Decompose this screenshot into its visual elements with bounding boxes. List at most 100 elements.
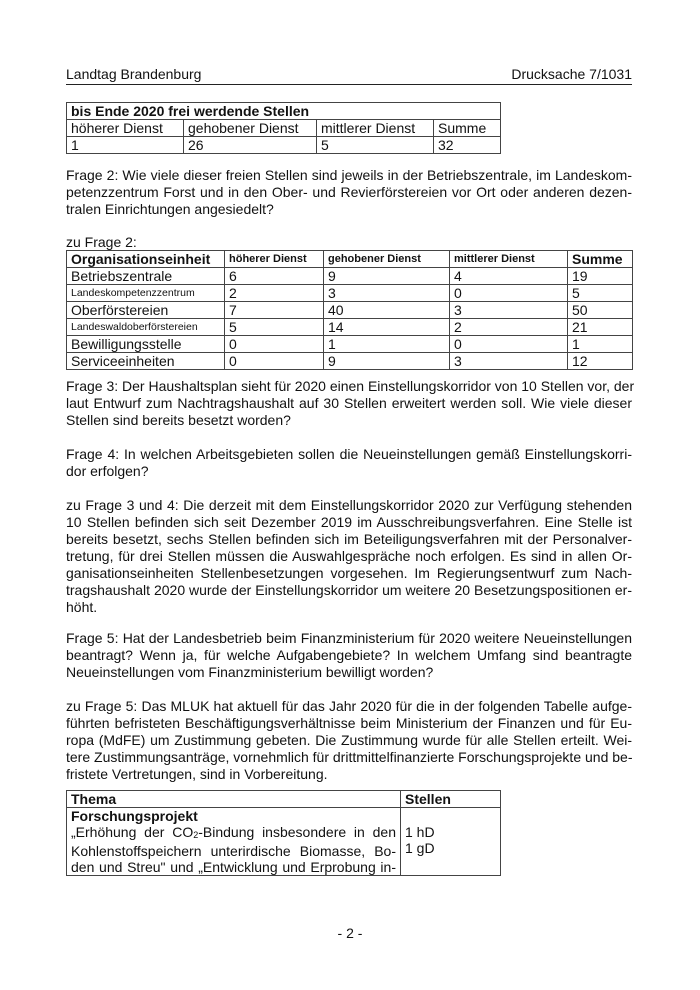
table1-header: mittlerer Dienst bbox=[316, 119, 434, 137]
table3-header: Thema bbox=[66, 790, 401, 808]
table-row: Oberförstereien 7 40 3 50 bbox=[66, 301, 633, 319]
table1-header: höherer Dienst bbox=[66, 119, 184, 137]
page-number: - 2 - bbox=[337, 925, 363, 941]
text-line: 10 Stellen befinden sich seit Dezember 2… bbox=[66, 514, 632, 530]
table1-title: bis Ende 2020 frei werdende Stellen bbox=[65, 102, 502, 120]
text-line: tere Zustimmungsanträge, vornehmlich für… bbox=[66, 749, 633, 765]
org-unit-name: Landeswaldoberförstereien bbox=[66, 318, 225, 336]
table1-cell: 26 bbox=[183, 136, 317, 154]
table2-cell: 1 bbox=[567, 335, 633, 353]
answer-5: zu Frage 5: Das MLUK hat aktuell für das… bbox=[66, 698, 632, 783]
text-line: fristete Vertretungen, sind in Vorbereit… bbox=[66, 766, 328, 782]
table2-header: höherer Dienst bbox=[224, 250, 324, 268]
table-org-units: Organisationseinheit höherer Dienst geho… bbox=[66, 250, 633, 370]
text-line: tralen Einrichtungen angesiedelt? bbox=[66, 201, 274, 217]
table2-cell: 12 bbox=[567, 352, 633, 370]
table-row: Landeskompetenzzentrum 2 3 0 5 bbox=[66, 284, 633, 302]
text-line: Frage 2: Wie viele dieser freien Stellen… bbox=[66, 167, 632, 183]
text-line: führten befristeten Beschäftigungsverhäl… bbox=[66, 715, 632, 731]
table2-cell: 4 bbox=[449, 267, 568, 285]
table-row: Landeswaldoberförstereien 5 14 2 21 bbox=[66, 318, 633, 336]
table2-cell: 0 bbox=[449, 335, 568, 353]
org-unit-name: Bewilligungsstelle bbox=[66, 335, 225, 353]
table-row: Betriebszentrale 6 9 4 19 bbox=[66, 267, 633, 285]
table2-cell: 21 bbox=[567, 318, 633, 336]
table2-cell: 0 bbox=[449, 284, 568, 302]
question-5: Frage 5: Hat der Landesbetrieb beim Fina… bbox=[66, 630, 632, 681]
table2-cell: 40 bbox=[323, 301, 450, 319]
table2-cell: 3 bbox=[449, 301, 568, 319]
text-line: petenzzentrum Forst und in den Ober- und… bbox=[66, 184, 632, 200]
project-line: den und Streu" und „Entwicklung und Erpr… bbox=[71, 859, 396, 875]
table2-cell: 0 bbox=[224, 335, 324, 353]
table1-header: gehobener Dienst bbox=[183, 119, 317, 137]
table2-cell: 5 bbox=[567, 284, 633, 302]
table-free-positions: bis Ende 2020 frei werdende Stellen höhe… bbox=[65, 102, 502, 154]
positions-value: 1 hD bbox=[405, 824, 435, 840]
org-unit-name: Oberförstereien bbox=[66, 301, 225, 319]
project-heading: Forschungsprojekt bbox=[71, 808, 198, 824]
text-line: tretung, für drei Stellen müssen die Aus… bbox=[66, 548, 632, 564]
table2-cell: 9 bbox=[323, 352, 450, 370]
project-text: -Bindung insbesondere in den bbox=[198, 824, 396, 840]
text-line: tragshaushalt 2020 wurde der Einstellung… bbox=[66, 582, 632, 598]
table2-header: Summe bbox=[567, 250, 633, 268]
table2-cell: 50 bbox=[567, 301, 633, 319]
text-line: laut Entwurf zum Nachtragshaushalt auf 3… bbox=[66, 395, 632, 411]
table2-cell: 3 bbox=[323, 284, 450, 302]
text-line: ganisationseinheiten Stellenbesetzungen … bbox=[66, 565, 632, 581]
table-row: Serviceeinheiten 0 9 3 12 bbox=[66, 352, 633, 370]
table2-cell: 5 bbox=[224, 318, 324, 336]
table2-header: mittlerer Dienst bbox=[449, 250, 568, 268]
table2-cell: 1 bbox=[323, 335, 450, 353]
page-header: Landtag Brandenburg Drucksache 7/1031 bbox=[66, 66, 632, 85]
text-line: Stellen sind bereits besetzt worden? bbox=[66, 412, 291, 428]
table2-cell: 19 bbox=[567, 267, 633, 285]
table2-cell: 3 bbox=[449, 352, 568, 370]
table1-cell: 5 bbox=[316, 136, 434, 154]
table2-cell: 7 bbox=[224, 301, 324, 319]
text-line: zu Frage 3 und 4: Die derzeit mit dem Ei… bbox=[66, 497, 632, 513]
question-4: Frage 4: In welchen Arbeitsgebieten soll… bbox=[66, 446, 632, 480]
table-projects: Thema Stellen Forschungsprojekt „Erhöhun… bbox=[66, 790, 501, 876]
table1-header: Summe bbox=[432, 119, 502, 137]
table2-cell: 2 bbox=[224, 284, 324, 302]
answer-2-label: zu Frage 2: bbox=[66, 234, 137, 250]
text-line: Frage 5: Hat der Landesbetrieb beim Fina… bbox=[66, 630, 632, 646]
subscript: 2 bbox=[193, 830, 199, 840]
answer-3-4: zu Frage 3 und 4: Die derzeit mit dem Ei… bbox=[66, 497, 632, 616]
table2-header: gehobener Dienst bbox=[323, 250, 450, 268]
table2-cell: 14 bbox=[323, 318, 450, 336]
text-line: beantragt? Wenn ja, für welche Aufgabeng… bbox=[66, 647, 632, 663]
table1-cell: 32 bbox=[432, 136, 502, 154]
table3-topic: Forschungsprojekt „Erhöhung der CO2-Bind… bbox=[66, 807, 401, 876]
table3-header: Stellen bbox=[400, 790, 501, 808]
positions-value: 1 gD bbox=[405, 840, 435, 856]
table2-cell: 6 bbox=[224, 267, 324, 285]
text-line: bereits besetzt, sechs Stellen befinden … bbox=[66, 531, 632, 547]
header-left: Landtag Brandenburg bbox=[66, 66, 202, 82]
table2-cell: 9 bbox=[323, 267, 450, 285]
org-unit-name: Serviceeinheiten bbox=[66, 352, 225, 370]
text-line: Frage 4: In welchen Arbeitsgebieten soll… bbox=[66, 446, 632, 462]
table2-header: Organisationseinheit bbox=[66, 250, 225, 268]
text-line: höht. bbox=[66, 599, 98, 615]
table1-cell: 1 bbox=[66, 136, 184, 154]
project-line: Kohlenstoffspeichern unterirdische Bioma… bbox=[71, 843, 396, 859]
text-line: dor erfolgen? bbox=[66, 463, 149, 479]
table2-cell: 0 bbox=[224, 352, 324, 370]
text-line: Frage 3: Der Haushaltsplan sieht für 202… bbox=[66, 378, 635, 394]
table3-positions: 1 hD 1 gD bbox=[400, 807, 501, 876]
table2-cell: 2 bbox=[449, 318, 568, 336]
text-line: ropa (MdFE) um Zustimmung gebeten. Die Z… bbox=[66, 732, 632, 748]
header-right: Drucksache 7/1031 bbox=[511, 66, 632, 82]
text-line: zu Frage 5: Das MLUK hat aktuell für das… bbox=[66, 698, 632, 714]
project-line: „Erhöhung der CO2-Bindung insbesondere i… bbox=[71, 824, 396, 843]
org-unit-name: Betriebszentrale bbox=[66, 267, 225, 285]
question-2: Frage 2: Wie viele dieser freien Stellen… bbox=[66, 167, 632, 218]
question-3: Frage 3: Der Haushaltsplan sieht für 202… bbox=[66, 378, 635, 429]
table-row: Bewilligungsstelle 0 1 0 1 bbox=[66, 335, 633, 353]
text-line: Neueinstellungen vom Finanzministerium b… bbox=[66, 664, 434, 680]
project-text: „Erhöhung der CO bbox=[71, 824, 194, 840]
org-unit-name: Landeskompetenzzentrum bbox=[66, 284, 225, 302]
